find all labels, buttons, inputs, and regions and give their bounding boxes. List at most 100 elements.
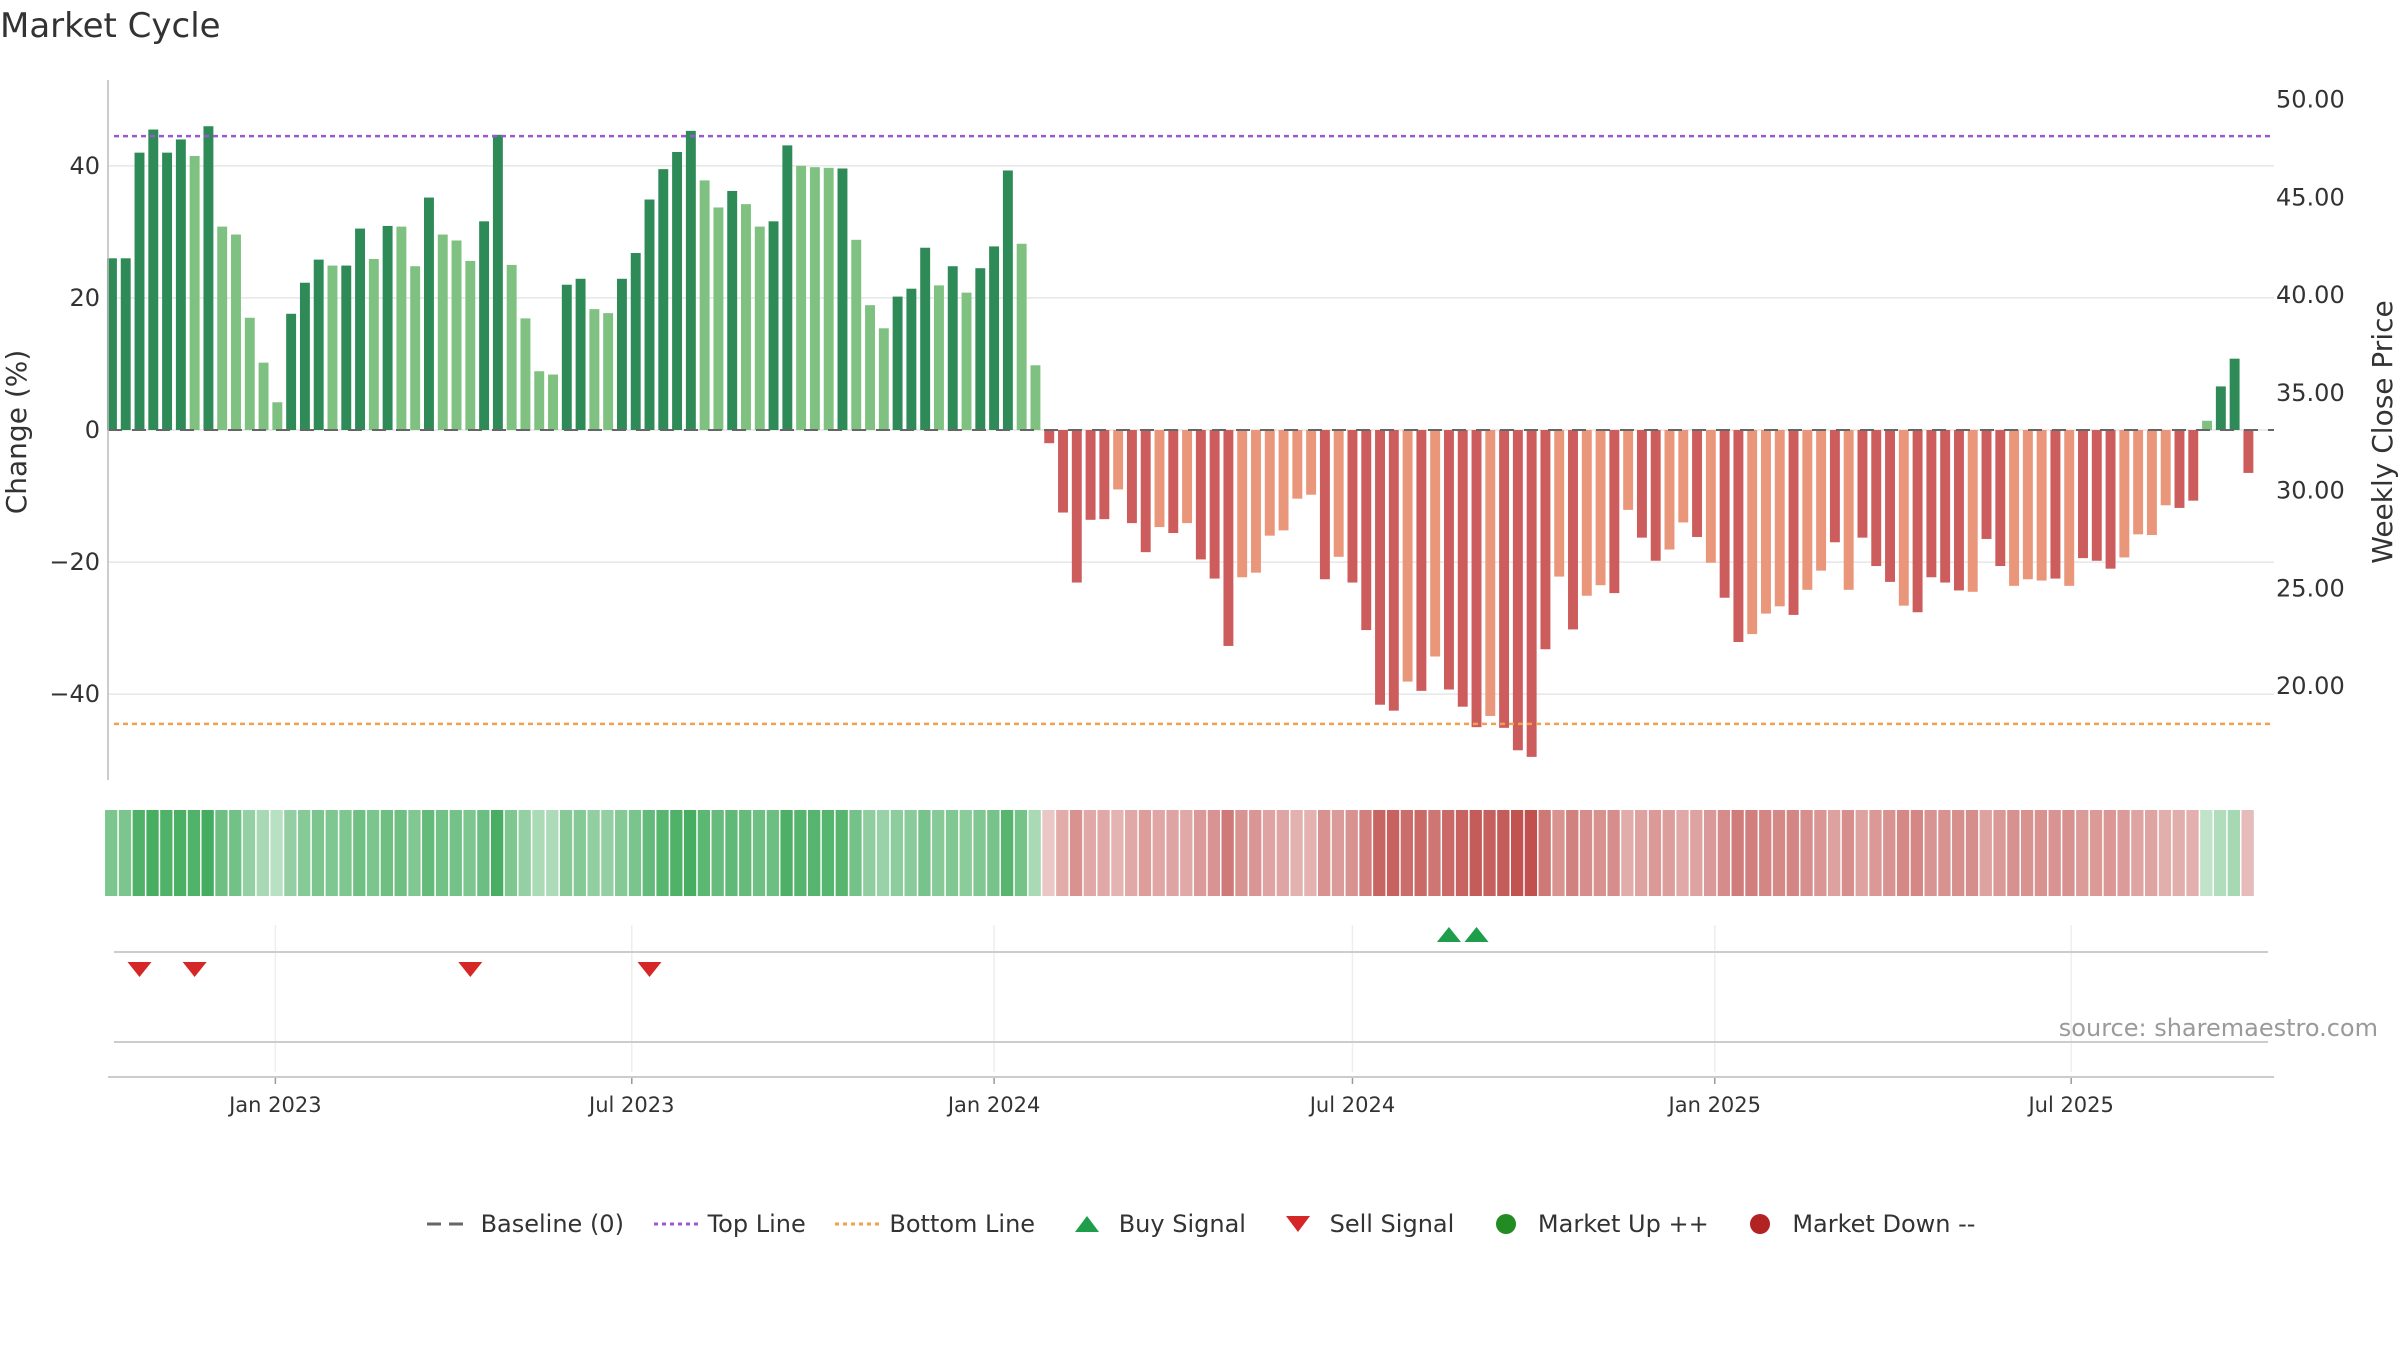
legend-item-bottom-line[interactable]: Bottom Line	[833, 1209, 1035, 1238]
heat-cell	[132, 810, 145, 896]
bar	[423, 197, 434, 430]
heat-cell	[1883, 810, 1896, 896]
bar	[630, 253, 641, 430]
x-tick-label: Jul 2025	[2026, 1093, 2113, 1117]
heat-cell	[2131, 810, 2144, 896]
heat-cell	[311, 810, 325, 896]
bar	[1802, 430, 1813, 590]
y2-axis-title: Weekly Close Price	[2366, 300, 2399, 563]
heat-cell	[284, 810, 297, 896]
heat-cell	[904, 810, 917, 896]
heat-cell	[2213, 810, 2227, 896]
bar	[1251, 430, 1261, 573]
bar	[1058, 430, 1068, 513]
heat-cell	[1304, 810, 1317, 896]
bar	[1306, 430, 1317, 495]
heat-cell	[835, 810, 848, 896]
bar	[2174, 430, 2185, 508]
heat-cell	[187, 810, 201, 896]
heat-cell	[670, 810, 683, 896]
bar	[1168, 430, 1179, 534]
y2-tick-label: 45.00	[2276, 183, 2345, 211]
bar	[1981, 430, 1992, 539]
bar	[920, 247, 931, 430]
legend-item-buy-signal[interactable]: Buy Signal	[1063, 1209, 1246, 1238]
bar	[189, 155, 200, 430]
circle-icon	[1495, 1213, 1516, 1234]
heat-cell	[1566, 810, 1579, 896]
bar	[2022, 430, 2033, 580]
heat-cell	[1276, 810, 1289, 896]
bar	[989, 246, 1000, 430]
bar	[1430, 430, 1441, 657]
heat-cell	[1400, 810, 1413, 896]
bar	[699, 180, 710, 430]
bar	[1375, 430, 1385, 705]
bar	[2133, 430, 2144, 535]
bar	[148, 129, 159, 430]
legend-item-market-down[interactable]: Market Down --	[1736, 1209, 1975, 1238]
bar	[1761, 430, 1771, 614]
heat-cell	[2227, 810, 2241, 896]
heat-cell	[697, 810, 711, 896]
heat-cell	[1442, 810, 1455, 896]
heat-cell	[2062, 810, 2075, 896]
heat-cell	[890, 810, 903, 896]
bar	[1154, 430, 1165, 528]
bar	[658, 169, 669, 430]
bar	[1471, 430, 1482, 728]
heat-cell	[2103, 810, 2116, 896]
legend-item-sell-signal[interactable]: Sell Signal	[1274, 1209, 1454, 1238]
bar	[947, 266, 958, 430]
heat-cell	[2158, 810, 2172, 896]
bar	[368, 258, 379, 430]
heat-cell	[1249, 810, 1262, 896]
bar	[878, 328, 889, 430]
heat-cell	[1207, 810, 1221, 896]
bar	[175, 139, 186, 430]
heat-cell	[546, 810, 559, 896]
bar	[809, 167, 820, 431]
bar	[286, 313, 297, 430]
heat-cell	[298, 810, 311, 896]
bar	[1512, 430, 1523, 751]
bar	[465, 260, 476, 430]
y-axis-title: Change (%)	[0, 350, 33, 515]
buy-signal-marker	[1436, 927, 1461, 942]
heat-cell	[1318, 810, 1331, 896]
heat-cell	[683, 810, 697, 896]
bar	[644, 199, 655, 430]
bar	[865, 305, 876, 430]
bar	[272, 402, 283, 430]
y-tick-label: 20	[69, 284, 100, 312]
heat-cell	[1841, 810, 1855, 896]
bar	[120, 258, 131, 430]
bar	[1816, 430, 1827, 571]
bar	[231, 234, 241, 430]
triangle-down-icon	[1285, 1215, 1310, 1232]
bar	[1581, 430, 1592, 596]
heat-cell	[1759, 810, 1772, 896]
legend-item-top-line[interactable]: Top Line	[652, 1209, 806, 1238]
heat-cell	[2186, 810, 2199, 896]
bar	[106, 258, 117, 430]
bar	[2160, 430, 2171, 506]
x-tick-label: Jul 2023	[587, 1093, 674, 1117]
heat-cell	[1552, 810, 1565, 896]
heat-cell	[1056, 810, 1069, 896]
bar	[961, 292, 972, 430]
bar	[1595, 430, 1606, 586]
circle-icon	[1750, 1213, 1771, 1234]
heat-cell	[1745, 810, 1758, 896]
legend-item-baseline[interactable]: Baseline (0)	[425, 1209, 624, 1238]
heat-cell	[1731, 810, 1744, 896]
bar	[1264, 430, 1275, 536]
heat-cell	[1290, 810, 1303, 896]
triangle-up-icon	[1074, 1215, 1099, 1232]
heat-cell	[973, 810, 986, 896]
bar	[851, 239, 862, 430]
bar	[754, 226, 765, 430]
legend-item-market-up[interactable]: Market Up ++	[1482, 1209, 1709, 1238]
bar	[1278, 430, 1289, 531]
bar	[2146, 430, 2157, 535]
